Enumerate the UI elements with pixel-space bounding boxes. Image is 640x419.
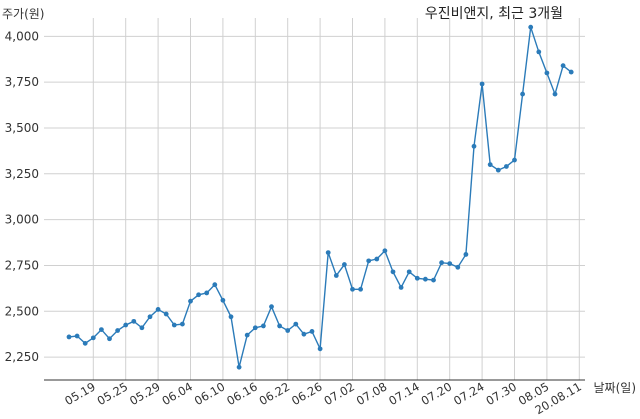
- data-point: [325, 250, 331, 256]
- data-point: [333, 273, 339, 278]
- data-point: [552, 91, 558, 97]
- data-point: [382, 248, 388, 254]
- x-tick-label: 07.20: [419, 379, 455, 408]
- data-point: [398, 285, 404, 290]
- data-point: [107, 336, 112, 342]
- data-point: [269, 304, 274, 310]
- chart-title: 우진비앤지, 최근 3개월: [425, 6, 563, 22]
- data-point: [544, 70, 550, 76]
- data-point: [123, 322, 129, 328]
- data-point: [528, 24, 534, 30]
- x-tick-label: 06.16: [224, 379, 260, 408]
- data-point: [520, 91, 525, 97]
- x-tick-label: 07.30: [483, 379, 519, 408]
- x-tick-label: 06.26: [289, 379, 325, 408]
- data-point: [463, 252, 469, 257]
- x-tick-label: 07.02: [321, 379, 357, 408]
- data-point: [455, 264, 461, 270]
- y-tick-label: 2,250: [5, 350, 39, 364]
- data-point: [252, 325, 258, 331]
- y-axis: 2,250 2,500 2,750 3,000 3,250 3,500 3,750 4,000: [5, 29, 39, 364]
- y-tick-label: 2,500: [5, 304, 39, 318]
- data-point: [115, 328, 120, 333]
- data-point: [495, 167, 501, 173]
- data-point: [155, 307, 161, 312]
- grid: [44, 18, 585, 380]
- data-point: [244, 332, 250, 338]
- x-tick-label: 05.29: [127, 379, 163, 408]
- x-axis-label: 날짜(일): [594, 381, 636, 395]
- data-point: [163, 311, 169, 317]
- data-point: [228, 314, 234, 320]
- price-points: [66, 24, 574, 370]
- data-point: [374, 256, 380, 262]
- data-point: [366, 258, 372, 264]
- data-point: [99, 327, 104, 332]
- data-point: [196, 292, 202, 298]
- data-point: [204, 290, 210, 296]
- y-tick-label: 2,750: [5, 258, 39, 272]
- data-point: [139, 325, 145, 331]
- data-point: [277, 323, 282, 329]
- data-point: [212, 282, 218, 288]
- data-point: [131, 318, 137, 324]
- data-point: [293, 321, 299, 327]
- data-point: [568, 69, 574, 75]
- data-point: [171, 322, 177, 328]
- data-point: [471, 143, 477, 149]
- data-point: [90, 335, 96, 341]
- data-point: [309, 329, 315, 334]
- data-point: [74, 333, 80, 339]
- data-point: [358, 286, 363, 292]
- x-tick-label: 06.10: [192, 379, 228, 408]
- y-tick-label: 3,000: [5, 213, 39, 227]
- x-tick-label: 07.24: [451, 379, 487, 408]
- data-point: [301, 331, 307, 337]
- data-point: [560, 63, 566, 69]
- data-point: [261, 323, 266, 329]
- x-tick-label: 05.19: [62, 379, 98, 408]
- data-point: [285, 328, 291, 333]
- data-point: [406, 269, 412, 275]
- y-tick-label: 3,750: [5, 75, 39, 89]
- data-point: [431, 277, 436, 283]
- data-point: [180, 321, 185, 327]
- data-point: [350, 286, 355, 292]
- data-point: [342, 262, 347, 267]
- x-tick-label: 07.08: [354, 379, 390, 408]
- data-point: [504, 164, 509, 169]
- data-point: [439, 260, 444, 266]
- data-point: [147, 314, 153, 320]
- y-axis-label: 주가(원): [2, 7, 44, 21]
- data-point: [423, 276, 428, 282]
- data-point: [479, 81, 485, 87]
- x-tick-label: 06.04: [159, 379, 195, 408]
- x-axis: 05.1905.2505.2906.0406.1006.1606.2206.26…: [62, 379, 584, 417]
- data-point: [536, 49, 542, 55]
- y-tick-label: 3,250: [5, 167, 39, 181]
- data-point: [220, 297, 226, 303]
- data-point: [390, 269, 396, 275]
- x-tick-label: 07.14: [386, 379, 422, 408]
- data-point: [414, 275, 420, 281]
- data-point: [317, 346, 323, 352]
- x-tick-label: 06.22: [257, 379, 293, 408]
- data-point: [66, 334, 72, 340]
- data-point: [487, 162, 493, 168]
- data-point: [236, 364, 242, 370]
- y-tick-label: 4,000: [5, 29, 39, 43]
- data-point: [188, 298, 193, 304]
- data-point: [447, 261, 453, 267]
- data-point: [82, 340, 88, 346]
- data-point: [512, 157, 517, 163]
- y-tick-label: 3,500: [5, 121, 39, 135]
- x-tick-label: 05.25: [95, 379, 131, 408]
